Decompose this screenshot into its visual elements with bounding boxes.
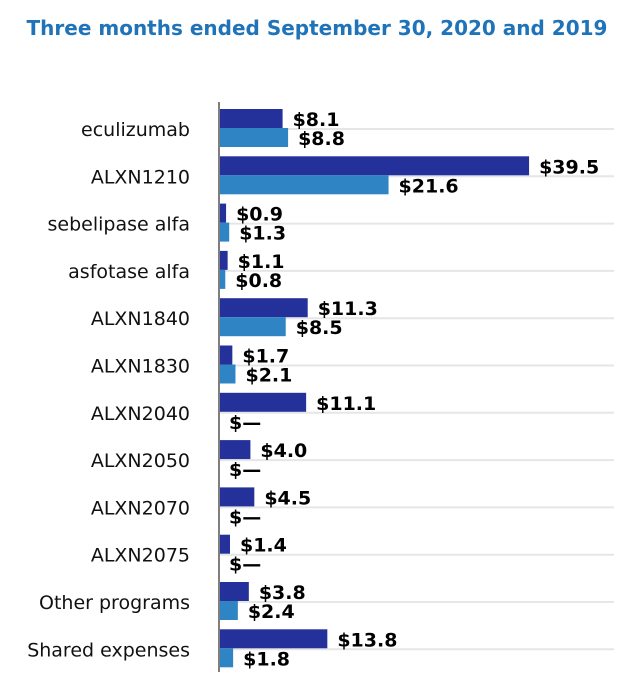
data-label: $0.8 xyxy=(235,270,282,292)
data-label: $0.9 xyxy=(236,204,283,226)
bar-2020 xyxy=(219,109,283,128)
category-label: Shared expenses xyxy=(27,639,190,661)
data-label: $— xyxy=(229,459,261,481)
data-label: $8.8 xyxy=(298,128,345,150)
data-label: $4.0 xyxy=(260,440,307,462)
bar-2019 xyxy=(219,601,238,620)
bar-2020 xyxy=(219,582,249,601)
category-label: ALXN1830 xyxy=(91,356,190,378)
bar-2019 xyxy=(219,364,236,384)
bar-2019 xyxy=(219,269,226,289)
data-label: $2.4 xyxy=(248,601,295,623)
category-label: sebelipase alfa xyxy=(48,214,190,236)
gridlines xyxy=(219,128,614,651)
data-label: $1.1 xyxy=(238,251,285,273)
bar-2020 xyxy=(219,298,308,318)
bars xyxy=(219,109,530,668)
category-label: ALXN2050 xyxy=(91,450,190,472)
bar-2020 xyxy=(219,487,255,507)
data-label: $39.5 xyxy=(539,156,599,178)
chart-title: Three months ended September 30, 2020 an… xyxy=(26,16,608,40)
bar-2020 xyxy=(219,156,530,176)
bar-2020 xyxy=(219,440,251,460)
bar-2020 xyxy=(219,392,307,412)
category-label: ALXN2070 xyxy=(91,497,190,519)
category-label: ALXN1840 xyxy=(91,308,190,330)
data-label: $11.3 xyxy=(318,298,378,320)
data-label: $2.1 xyxy=(245,365,292,387)
bar-2019 xyxy=(219,128,289,147)
category-label: eculizumab xyxy=(81,119,190,141)
bar-2019 xyxy=(219,317,286,337)
data-label: $8.1 xyxy=(293,109,340,131)
bar-2020 xyxy=(219,534,230,554)
data-label: $1.4 xyxy=(240,535,287,557)
labels: eculizumab $8.1$8.8 ALXN1210 $39.5 $21.6 sebe… xyxy=(27,109,599,670)
category-label: ALXN2075 xyxy=(91,545,190,567)
data-label: $3.8 xyxy=(259,582,306,604)
data-label: $4.5 xyxy=(264,487,311,509)
bar-2020 xyxy=(219,345,233,365)
category-label: ALXN2040 xyxy=(91,403,190,425)
bar-2020 xyxy=(219,629,328,649)
bar-2019 xyxy=(219,648,234,668)
data-label: $1.3 xyxy=(239,223,286,245)
data-label: $21.6 xyxy=(399,175,459,197)
data-label: $13.8 xyxy=(337,629,397,651)
data-label: $— xyxy=(229,554,261,576)
data-label: $1.8 xyxy=(243,648,290,670)
bar-2020 xyxy=(219,250,228,270)
category-label: Other programs xyxy=(39,592,190,614)
data-label: $11.1 xyxy=(316,393,376,415)
bar-2020 xyxy=(219,203,227,223)
category-label: asfotase alfa xyxy=(68,261,190,283)
category-label: ALXN1210 xyxy=(91,166,190,188)
data-label: $1.7 xyxy=(242,346,289,368)
bar-2019 xyxy=(219,175,389,195)
data-label: $8.5 xyxy=(296,317,343,339)
data-label: $— xyxy=(229,506,261,528)
bar-2019 xyxy=(219,222,230,242)
data-label: $— xyxy=(229,412,261,434)
